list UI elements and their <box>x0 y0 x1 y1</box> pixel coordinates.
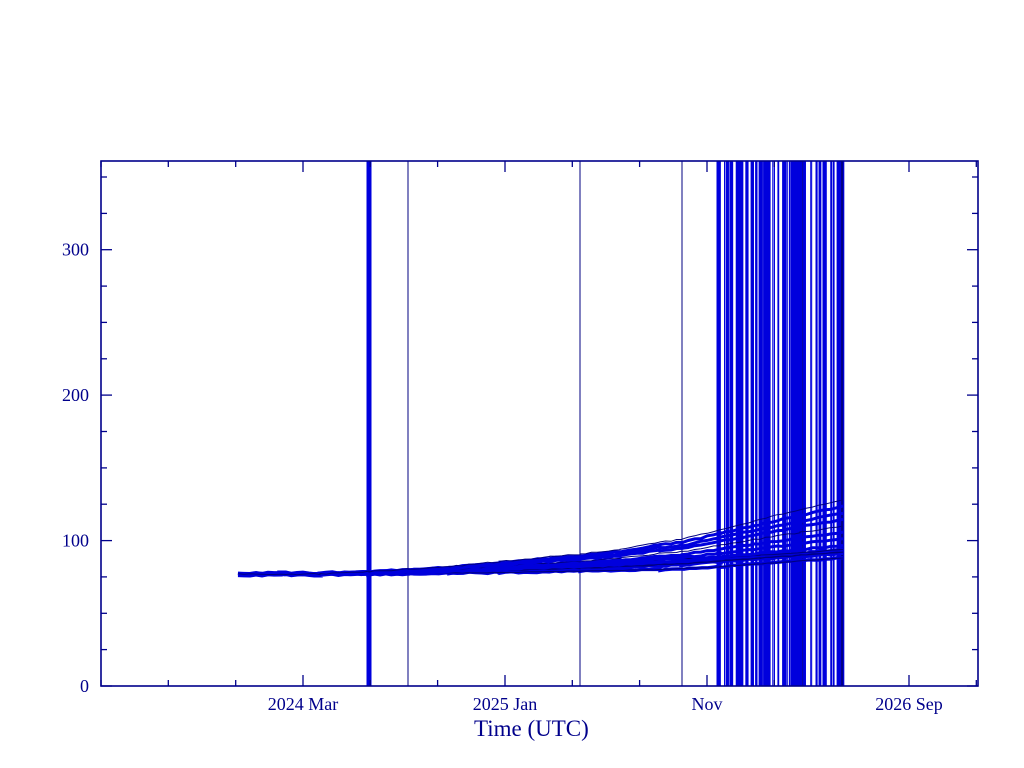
plot-frame <box>100 160 979 687</box>
x-tick-label: 2026 Sep <box>875 694 943 714</box>
y-tick-label: 0 <box>80 676 89 696</box>
data-layer <box>237 161 845 686</box>
x-tick-label: Nov <box>692 694 723 714</box>
data-series-fan <box>237 499 844 576</box>
data-series-fan <box>237 504 844 577</box>
x-tick-label: 2025 Jan <box>473 694 538 714</box>
y-tick-label: 200 <box>62 385 89 405</box>
y-tick-label: 300 <box>62 240 89 260</box>
x-tick-label: 2024 Mar <box>268 694 339 714</box>
y-tick-label: 100 <box>62 531 89 551</box>
